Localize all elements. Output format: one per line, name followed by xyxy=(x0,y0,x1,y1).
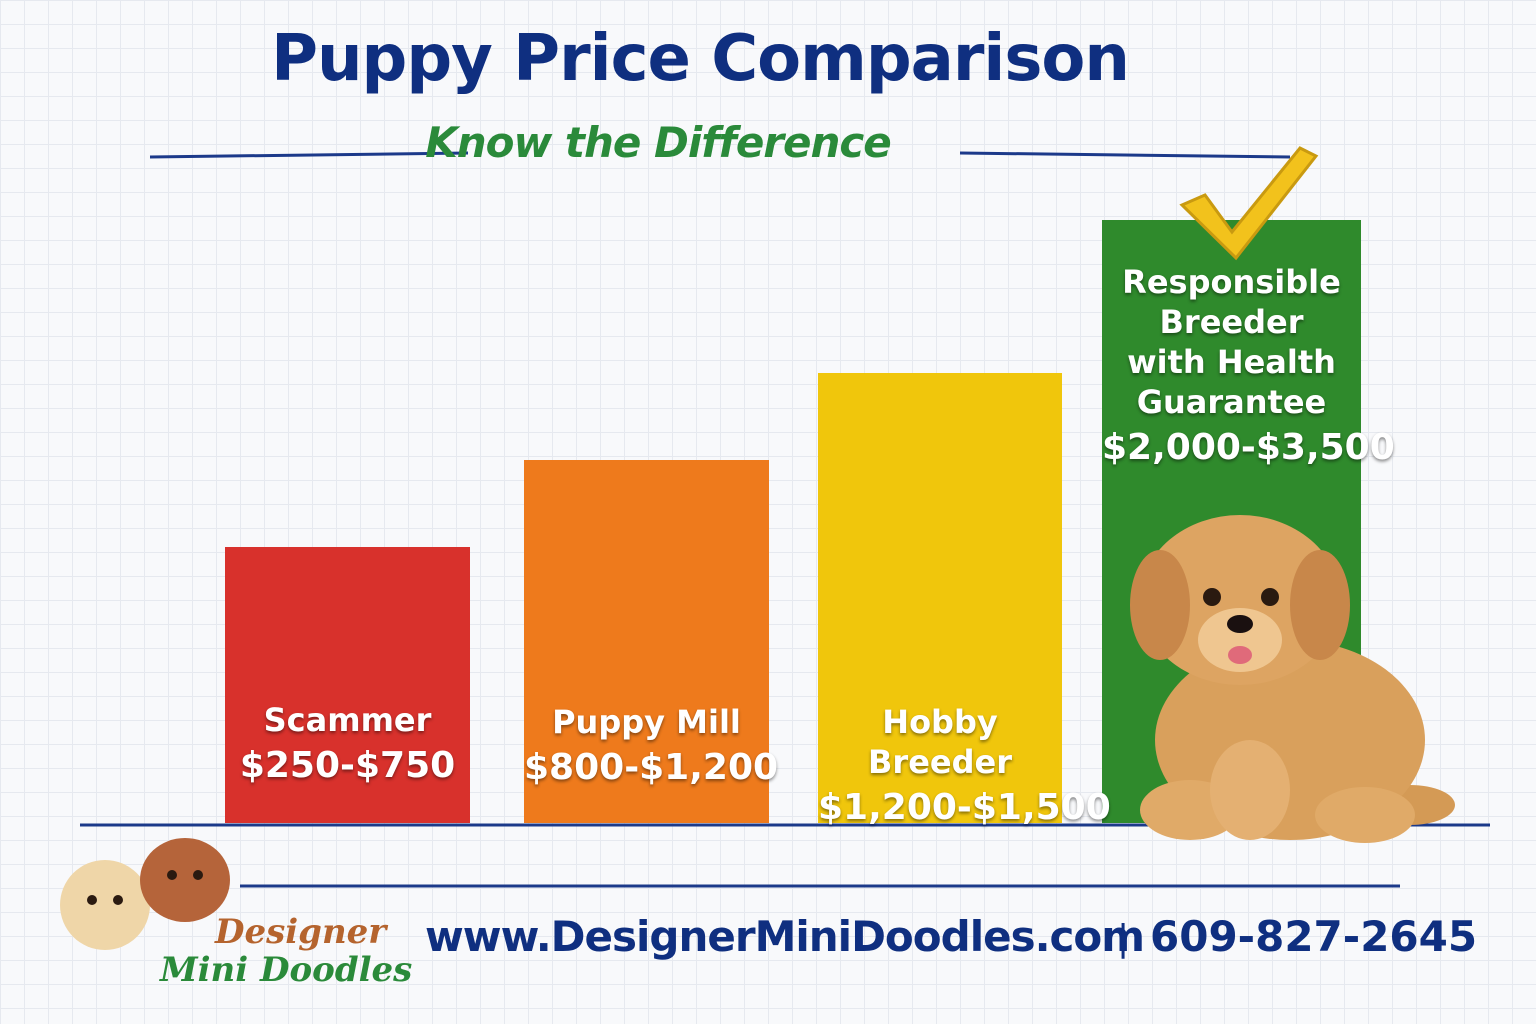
tier-price: $800-$1,200 xyxy=(524,747,779,788)
tier-price: $1,200-$1,500 xyxy=(818,787,1111,828)
tier-label: Scammer $250-$750 xyxy=(225,700,470,792)
tier-price: $2,000-$3,500 xyxy=(1102,427,1395,468)
tier-name: Puppy Mill xyxy=(552,703,741,741)
phone: 609-827-2645 xyxy=(1150,912,1478,961)
divider xyxy=(959,151,1291,159)
checkmark xyxy=(1179,146,1319,261)
tier-name: with Health xyxy=(1127,343,1336,381)
tier-label: Responsible Breeder with Health Guarantee $2… xyxy=(1102,262,1395,474)
title: Puppy Price Comparison xyxy=(271,22,1130,96)
tier-price: $250-$750 xyxy=(239,745,456,786)
divider xyxy=(149,151,469,159)
puppy xyxy=(1130,515,1455,843)
logo-text: Mini Doodles xyxy=(160,950,413,990)
bar xyxy=(225,547,470,823)
separator: | xyxy=(1117,918,1130,959)
website: www.DesignerMiniDoodles.com xyxy=(425,912,1145,961)
tier-name: Guarantee xyxy=(1136,383,1327,421)
tier-label: Puppy Mill $800-$1,200 xyxy=(524,702,779,794)
bar xyxy=(524,460,769,823)
tier-name: Breeder xyxy=(1159,303,1304,341)
logo-dogs xyxy=(60,838,230,950)
bar xyxy=(818,373,1062,823)
tier-name: Responsible xyxy=(1122,263,1341,301)
tier-name: Scammer xyxy=(263,701,432,739)
tier-name: Hobby Breeder xyxy=(868,703,1012,781)
tier-label: Hobby Breeder $1,200-$1,500 xyxy=(818,702,1111,834)
logo-text: Designer xyxy=(215,912,387,952)
subtitle: Know the Difference xyxy=(425,118,892,167)
